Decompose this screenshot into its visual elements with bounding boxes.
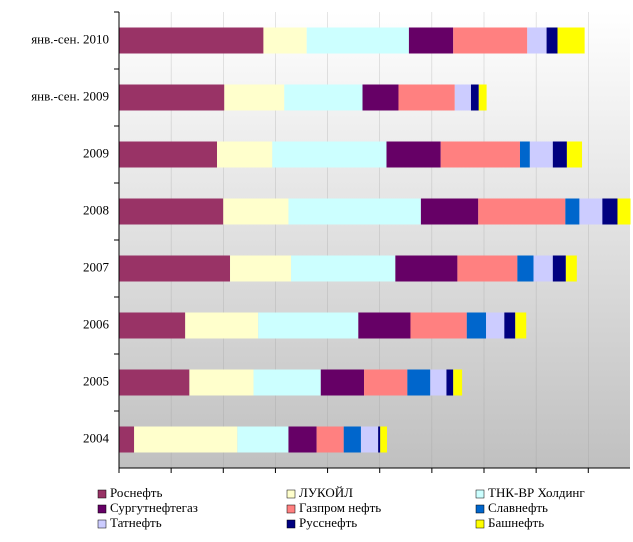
bar-segment [410,312,467,339]
legend-label: ТНК-ВР Холдинг [488,485,585,500]
legend-swatch [97,504,107,514]
legend-swatch [97,489,107,499]
bar-segment [119,27,264,54]
legend-label: Славнефть [488,500,548,515]
bar-segment [134,426,238,453]
bar-segment [552,255,566,282]
y-tick-label: 2006 [83,316,110,331]
bar-segment [565,198,580,225]
bar-segment [362,84,399,111]
bar-segment [320,369,365,396]
bar-segment [446,369,454,396]
legend-swatch [286,504,296,514]
bar-segment [457,255,518,282]
bar-segment [189,369,254,396]
bar-segment [119,84,225,111]
legend-swatch [475,519,485,529]
bar-segment [617,198,631,225]
bar-segment [486,312,505,339]
y-tick-label: 2004 [83,430,110,445]
bar-segment [478,84,487,111]
bar-segment [566,141,583,168]
bar-segment [546,27,558,54]
bar-segment [253,369,321,396]
bar-segment [602,198,618,225]
y-tick-label: 2007 [83,259,110,274]
bar-segment [223,198,289,225]
legend-swatch [475,504,485,514]
bar-segment [408,27,454,54]
y-tick-label: янв.-сен. 2010 [31,31,109,46]
bar-segment [504,312,516,339]
bar-segment [407,369,431,396]
bar-segment [364,369,408,396]
bar-segment [565,255,577,282]
legend-label: ЛУКОЙЛ [299,485,353,500]
bar-segment [119,312,186,339]
bar-segment [291,255,396,282]
legend-label: Русснефть [299,515,357,530]
bar-segment [519,141,530,168]
legend-label: Татнефть [110,515,162,530]
bar-segment [119,141,218,168]
bar-segment [119,369,190,396]
bar-segment [517,255,534,282]
bar-segment [272,141,387,168]
bar-segment [527,27,547,54]
bar-segment [119,426,135,453]
legend-label: Роснефть [110,485,162,500]
legend-swatch [286,519,296,529]
bar-segment [579,198,603,225]
bar-segment [453,369,463,396]
bar-segment [360,426,379,453]
bar-segment [217,141,273,168]
bar-segment [430,369,447,396]
bar-segment [420,198,479,225]
y-tick-label: 2005 [83,373,109,388]
bar-segment [395,255,458,282]
bar-segment [557,27,585,54]
bar-segment [453,27,528,54]
plot-area [119,12,630,468]
bar-segment [358,312,411,339]
bar-segment [224,84,285,111]
bar-segment [284,84,363,111]
bar-segment [515,312,527,339]
bar-segment [470,84,479,111]
bar-segment [466,312,487,339]
bar-segment [529,141,553,168]
legend-swatch [286,489,296,499]
y-tick-label: 2008 [83,202,109,217]
legend-label: Газпром нефть [299,500,381,515]
legend-swatch [475,489,485,499]
bar-segment [478,198,566,225]
bar-segment [237,426,289,453]
bar-segment [454,84,471,111]
legend-label: Башнефть [488,515,544,530]
y-tick-label: янв.-сен. 2009 [31,88,109,103]
legend-swatch [97,519,107,529]
bar-segment [288,198,421,225]
bar-segment [378,426,381,453]
bar-segment [398,84,455,111]
bar-segment [263,27,307,54]
legend-label: Сургутнефтегаз [110,500,198,515]
bar-segment [343,426,361,453]
bar-segment [533,255,553,282]
bar-segment [119,255,231,282]
y-tick-label: 2009 [83,145,109,160]
bar-segment [119,198,224,225]
bar-segment [386,141,441,168]
bar-segment [316,426,344,453]
bar-segment [185,312,259,339]
bar-segment [258,312,359,339]
bar-segment [380,426,388,453]
bar-segment [306,27,409,54]
bar-segment [440,141,520,168]
bar-segment [552,141,567,168]
bar-segment [288,426,317,453]
bar-segment [230,255,292,282]
